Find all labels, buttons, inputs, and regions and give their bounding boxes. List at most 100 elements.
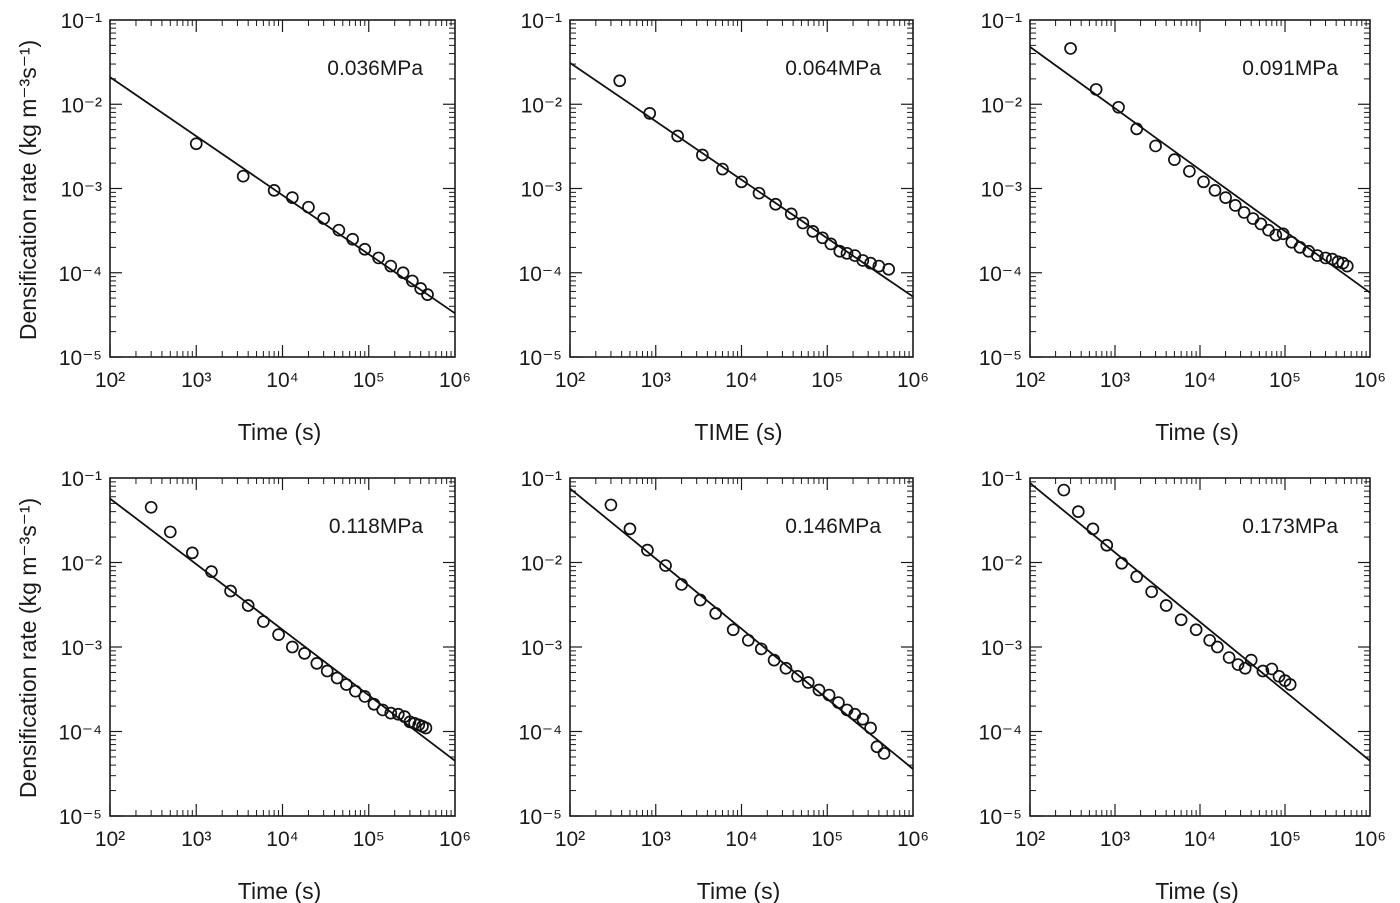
data-point [816,231,829,245]
data-point [320,664,334,678]
x-axis-title: Time (s) [1155,419,1238,445]
data-point [1340,259,1354,273]
panel-3: 10² 10³ 10⁴ 10⁵ 10⁶ 10⁻⁵ 10⁻⁴ 10⁻³ 10⁻² 10⁻¹ Time … [979,10,1386,445]
panel-6: 10² 10³ 10⁴ 10⁵ 10⁶ 10⁻⁵ 10⁻⁴ 10⁻³ 10⁻² 10⁻¹ Time … [979,468,1386,903]
y-tick-label: 10⁻³ [61,179,102,202]
y-tick-label: 10⁻⁴ [979,263,1022,286]
x-axis-title: Time (s) [697,878,780,903]
x-tick-label: 10² [1015,369,1045,392]
data-point [1089,83,1103,96]
data-point [1285,235,1299,249]
data-point [769,197,782,211]
y-tick-label: 10⁻⁵ [519,806,562,829]
data-point [604,498,618,512]
y-tick-label: 10⁻⁴ [519,263,562,286]
x-tick-label: 10² [95,369,125,392]
x-tick-label: 10⁵ [1269,828,1301,851]
x-tick-label: 10³ [1100,828,1130,851]
data-point [267,184,281,197]
y-tick-label: 10⁻¹ [981,468,1022,491]
data-point [623,522,637,536]
x-tick-label: 10³ [641,828,671,851]
x-tick-label: 10⁶ [1354,828,1386,851]
data-point [285,640,299,654]
x-tick-label: 10⁴ [725,369,757,392]
y-tick-label: 10⁻³ [981,637,1022,660]
data-point [1244,653,1258,667]
x-tick-label: 10² [1015,828,1045,851]
data-point [1237,206,1251,219]
data-point [272,628,285,642]
y-tick-label: 10⁻⁵ [979,347,1022,370]
data-point [367,697,381,711]
data-point [310,657,324,670]
data-point [396,266,410,280]
x-tick-label: 10³ [181,828,211,851]
data-point [163,525,177,539]
y-tick-label: 10⁻¹ [61,468,102,491]
x-axis-title: Time (s) [238,878,321,903]
data-point [257,615,270,628]
y-tick-label: 10⁻¹ [61,10,102,33]
data-point [1283,678,1297,691]
data-point [1168,153,1181,167]
data-point [298,647,311,660]
data-point [613,74,627,88]
data-point [317,212,331,225]
data-point [414,282,428,295]
data-point [384,706,398,720]
x-tick-label: 10⁶ [439,828,471,851]
y-tick-label: 10⁻² [521,94,562,117]
data-point [330,671,344,685]
data-point [824,237,838,251]
data-point [332,223,346,237]
x-tick-label: 10⁶ [897,828,929,851]
data-point [144,500,158,514]
data-point [741,633,755,647]
x-tick-label: 10⁴ [725,828,757,851]
data-point [349,684,362,698]
data-point [882,262,895,276]
data-point [696,148,709,162]
data-point [752,186,766,200]
fit-line [1029,46,1371,294]
y-tick-label: 10⁻² [981,94,1022,117]
data-point [1071,505,1085,518]
data-point [1183,164,1196,178]
y-tick-label: 10⁻⁵ [979,806,1022,829]
data-point [358,690,372,703]
data-point [643,106,657,120]
data-point [1246,212,1260,225]
y-axis-title-row1: Densification rate (kg m⁻³s⁻¹) [15,40,41,340]
panel-4: 10² 10³ 10⁴ 10⁵ 10⁶ 10⁻⁵ 10⁻⁴ 10⁻³ 10⁻² 10⁻¹ Time … [59,468,471,903]
x-tick-label: 10⁴ [1184,828,1216,851]
data-point [840,246,854,260]
pressure-label: 0.118MPa [329,515,423,538]
x-axis-title: Time (s) [238,419,321,445]
data-point [1189,623,1203,637]
data-point [205,565,218,578]
data-point [1145,585,1159,599]
pressure-label: 0.091MPa [1242,57,1338,80]
data-point [1238,661,1252,675]
x-tick-label: 10⁶ [1354,369,1386,392]
x-tick-label: 10³ [1100,369,1130,392]
data-point [754,642,768,656]
data-point [801,676,815,689]
data-point [1211,640,1224,654]
data-point [1115,556,1129,570]
x-tick-label: 10⁵ [811,828,843,851]
data-point [376,703,390,717]
data-point [822,688,836,702]
data-point [1130,570,1144,584]
data-point [735,175,748,189]
x-tick-label: 10² [555,828,585,851]
data-point [1159,599,1173,612]
data-point [877,747,891,760]
data-point [779,661,793,675]
y-tick-label: 10⁻³ [981,179,1022,202]
pressure-label: 0.173MPa [1242,515,1338,538]
x-tick-label: 10⁵ [353,828,385,851]
data-point [796,216,810,230]
